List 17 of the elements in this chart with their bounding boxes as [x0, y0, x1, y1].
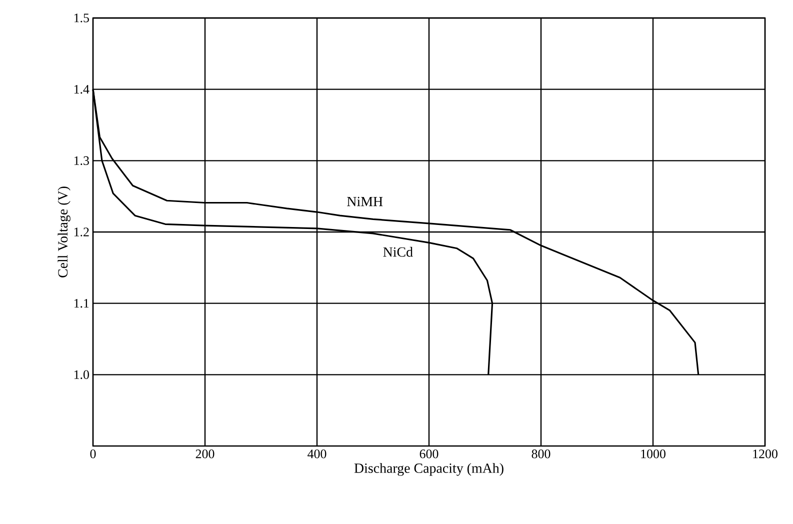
- y-axis-title: Cell Voltage (V): [58, 186, 70, 278]
- x-tick-label: 0: [90, 450, 96, 458]
- x-tick-label: 800: [532, 450, 550, 458]
- x-tick-label: 200: [196, 450, 214, 458]
- x-tick-label: 1000: [641, 450, 666, 458]
- x-tick-label: 400: [308, 450, 326, 458]
- y-tick-label: 1.1: [74, 298, 89, 308]
- y-tick-label: 1.0: [74, 370, 89, 380]
- y-tick-label: 1.3: [74, 156, 89, 166]
- y-tick-label: 1.2: [74, 228, 89, 236]
- y-tick-label: 1.4: [74, 84, 90, 94]
- x-tick-label: 600: [420, 450, 438, 458]
- x-tick-label: 1200: [753, 450, 778, 458]
- y-tick-label: 1.5: [74, 14, 89, 22]
- x-axis-title: Discharge Capacity (mAh): [354, 463, 504, 476]
- series-label: NiCd: [383, 246, 413, 257]
- series-label: NiMH: [347, 196, 383, 206]
